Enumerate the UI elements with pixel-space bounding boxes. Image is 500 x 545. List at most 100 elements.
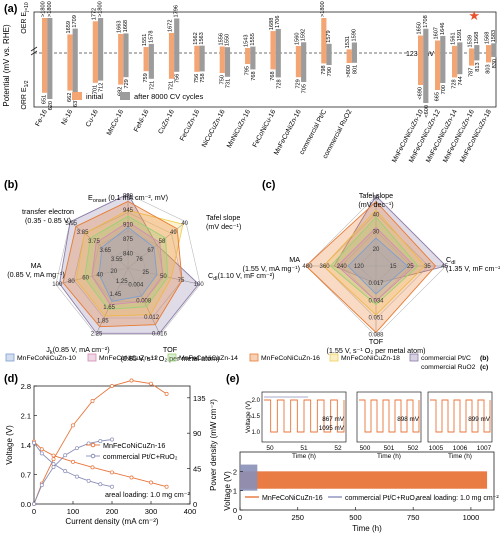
orr-value-after: 620 (48, 101, 54, 110)
orr-bar-initial (295, 53, 302, 78)
radar-chart-b: 980 945 910 875 840 40 49 58 67 76 100 75 50 25 0.016 0… (7, 193, 274, 363)
orr-value-after: 731 (225, 79, 231, 88)
power-point (39, 483, 44, 488)
radar-tick: 2.25 (91, 331, 103, 337)
orr-bar-initial (452, 53, 458, 78)
oer-bar-after (423, 28, 429, 53)
power-point (74, 446, 79, 451)
inset-x-tick-label: 501 (384, 445, 395, 452)
voltage-curve-commercial Pt/C+RuO₂ (33, 442, 113, 488)
y-tick-label: 2 (233, 467, 237, 476)
radar-tick: 3.55 (111, 257, 123, 263)
inset-x-axis-label: Time (h) (377, 453, 401, 460)
radar-series-MnFeCoNiCuZn-10 (98, 226, 158, 302)
inset-gap-label: 899 mV (468, 416, 491, 423)
radar-series-commercial Pt/C (58, 193, 200, 334)
oer-value-after: 1591 (457, 29, 463, 41)
oer-bar-initial (42, 18, 48, 53)
x-tick-label: 400 (184, 507, 197, 516)
orr-value-initial: 728 (452, 79, 458, 88)
oer-value-initial: 1560 (294, 33, 300, 45)
oer-bar-initial (295, 46, 302, 53)
polarization-chart-d: 0 100 200 300 400 0.0 0.7 1.4 2.1 2.8 0 45 90 135 Curr… (5, 378, 218, 526)
orr-value-initial: 759 (143, 73, 149, 82)
orr-value-initial: 787 (469, 68, 475, 77)
panel-label-d: (d) (4, 373, 18, 385)
oer-value-initial: 1539 (468, 35, 474, 47)
y2-tick-label: 45 (193, 465, 201, 474)
inset-x-tick-label: 502 (408, 445, 419, 452)
radar-tick: 0.008 (136, 299, 152, 305)
radar-tick: 76 (136, 257, 143, 263)
power-point (149, 381, 153, 386)
orr-bar-after (174, 53, 180, 72)
x-tick-label: 100 (67, 507, 80, 516)
voltage-point (71, 459, 75, 464)
oer-bar-after (457, 42, 463, 53)
orr-bar-initial (321, 53, 327, 64)
orr-value-initial: 795 (245, 66, 251, 75)
oer-bar-initial (92, 21, 98, 53)
power-point (110, 384, 114, 388)
orr-bar-after (326, 53, 332, 65)
oer-bar-initial (469, 48, 475, 53)
inset-y-tick-label: 2.0 (252, 398, 261, 404)
x-tick-label: 750 (407, 513, 420, 522)
y-axis-label: Voltage (V) (5, 425, 14, 465)
orr-bar-after (491, 53, 497, 57)
legend-label: MnFeCoNiCuZn-16 (262, 495, 323, 502)
oer-value-initial: 1561 (451, 32, 457, 44)
radar-tick: 0.017 (368, 281, 384, 287)
panel-label-c: (c) (262, 179, 276, 191)
orr-value-after: 700 (441, 85, 447, 94)
radar-spoke (127, 267, 201, 285)
oer-bar-initial (486, 45, 492, 53)
orr-bar-initial (486, 53, 492, 63)
radar-axis-label: TOF (369, 337, 384, 346)
radar-series-MnFeCoNiCuZn-12 (91, 221, 164, 306)
radar-grid-ring (91, 230, 165, 302)
legend-label: commercial Pt/C+RuO₂ (103, 452, 178, 461)
legend-label: commercial Pt/C+RuO₂ (345, 495, 418, 502)
y-tick-label: 1.4 (21, 441, 31, 450)
panel-label-e: (e) (226, 373, 240, 385)
voltage-point (32, 440, 36, 445)
category-label: FeCuZn-16 (179, 108, 201, 142)
voltage-point (74, 474, 79, 479)
oer-value-initial: 1556 (218, 33, 224, 45)
power-point (86, 441, 91, 446)
radar-spoke (69, 221, 129, 269)
oer-value-after: 1709 (72, 15, 78, 27)
radar-tick: 360 (320, 264, 331, 270)
orr-bar-after (351, 53, 358, 63)
orr-value-after: 758 (200, 73, 206, 82)
category-label: MnFeCoNiZn-16 (273, 108, 303, 156)
oer-value-after: 1646 (440, 23, 446, 35)
orr-value-after: <600 (424, 105, 430, 118)
radar-tick: 240 (337, 264, 348, 270)
oer-value-after: 1796 (174, 5, 180, 17)
oer-value-initial: 1659 (66, 21, 72, 33)
radar-axis-label: MA (31, 261, 42, 270)
legend-label-initial: initial (86, 92, 103, 101)
oer-value-initial: 1772 (91, 8, 97, 20)
radar-tick: 49 (170, 230, 177, 236)
category-label: FeNi-16 (133, 108, 151, 133)
panel-label-b: (b) (4, 179, 18, 191)
oer-value-initial: 1663 (117, 21, 123, 33)
oer-bar-initial (245, 47, 251, 53)
category-label: NiCoCuZn-16 (201, 108, 227, 148)
radar-axis-label: transfer electron (22, 207, 74, 216)
radar-tick: 980 (123, 193, 134, 199)
oer-bar-after (199, 45, 205, 53)
legend-swatch (249, 353, 259, 362)
radar-tick: 480 (302, 264, 313, 270)
orr-value-after: 813 (475, 62, 481, 71)
voltage-point (90, 465, 95, 470)
axis-break (30, 46, 38, 52)
oer-value-after: 1555 (250, 33, 256, 45)
orr-value-initial: 756 (194, 74, 200, 83)
oer-bar-initial (118, 33, 124, 53)
oer-bar-after (224, 47, 231, 53)
oer-value-initial: 1568 (485, 32, 491, 44)
